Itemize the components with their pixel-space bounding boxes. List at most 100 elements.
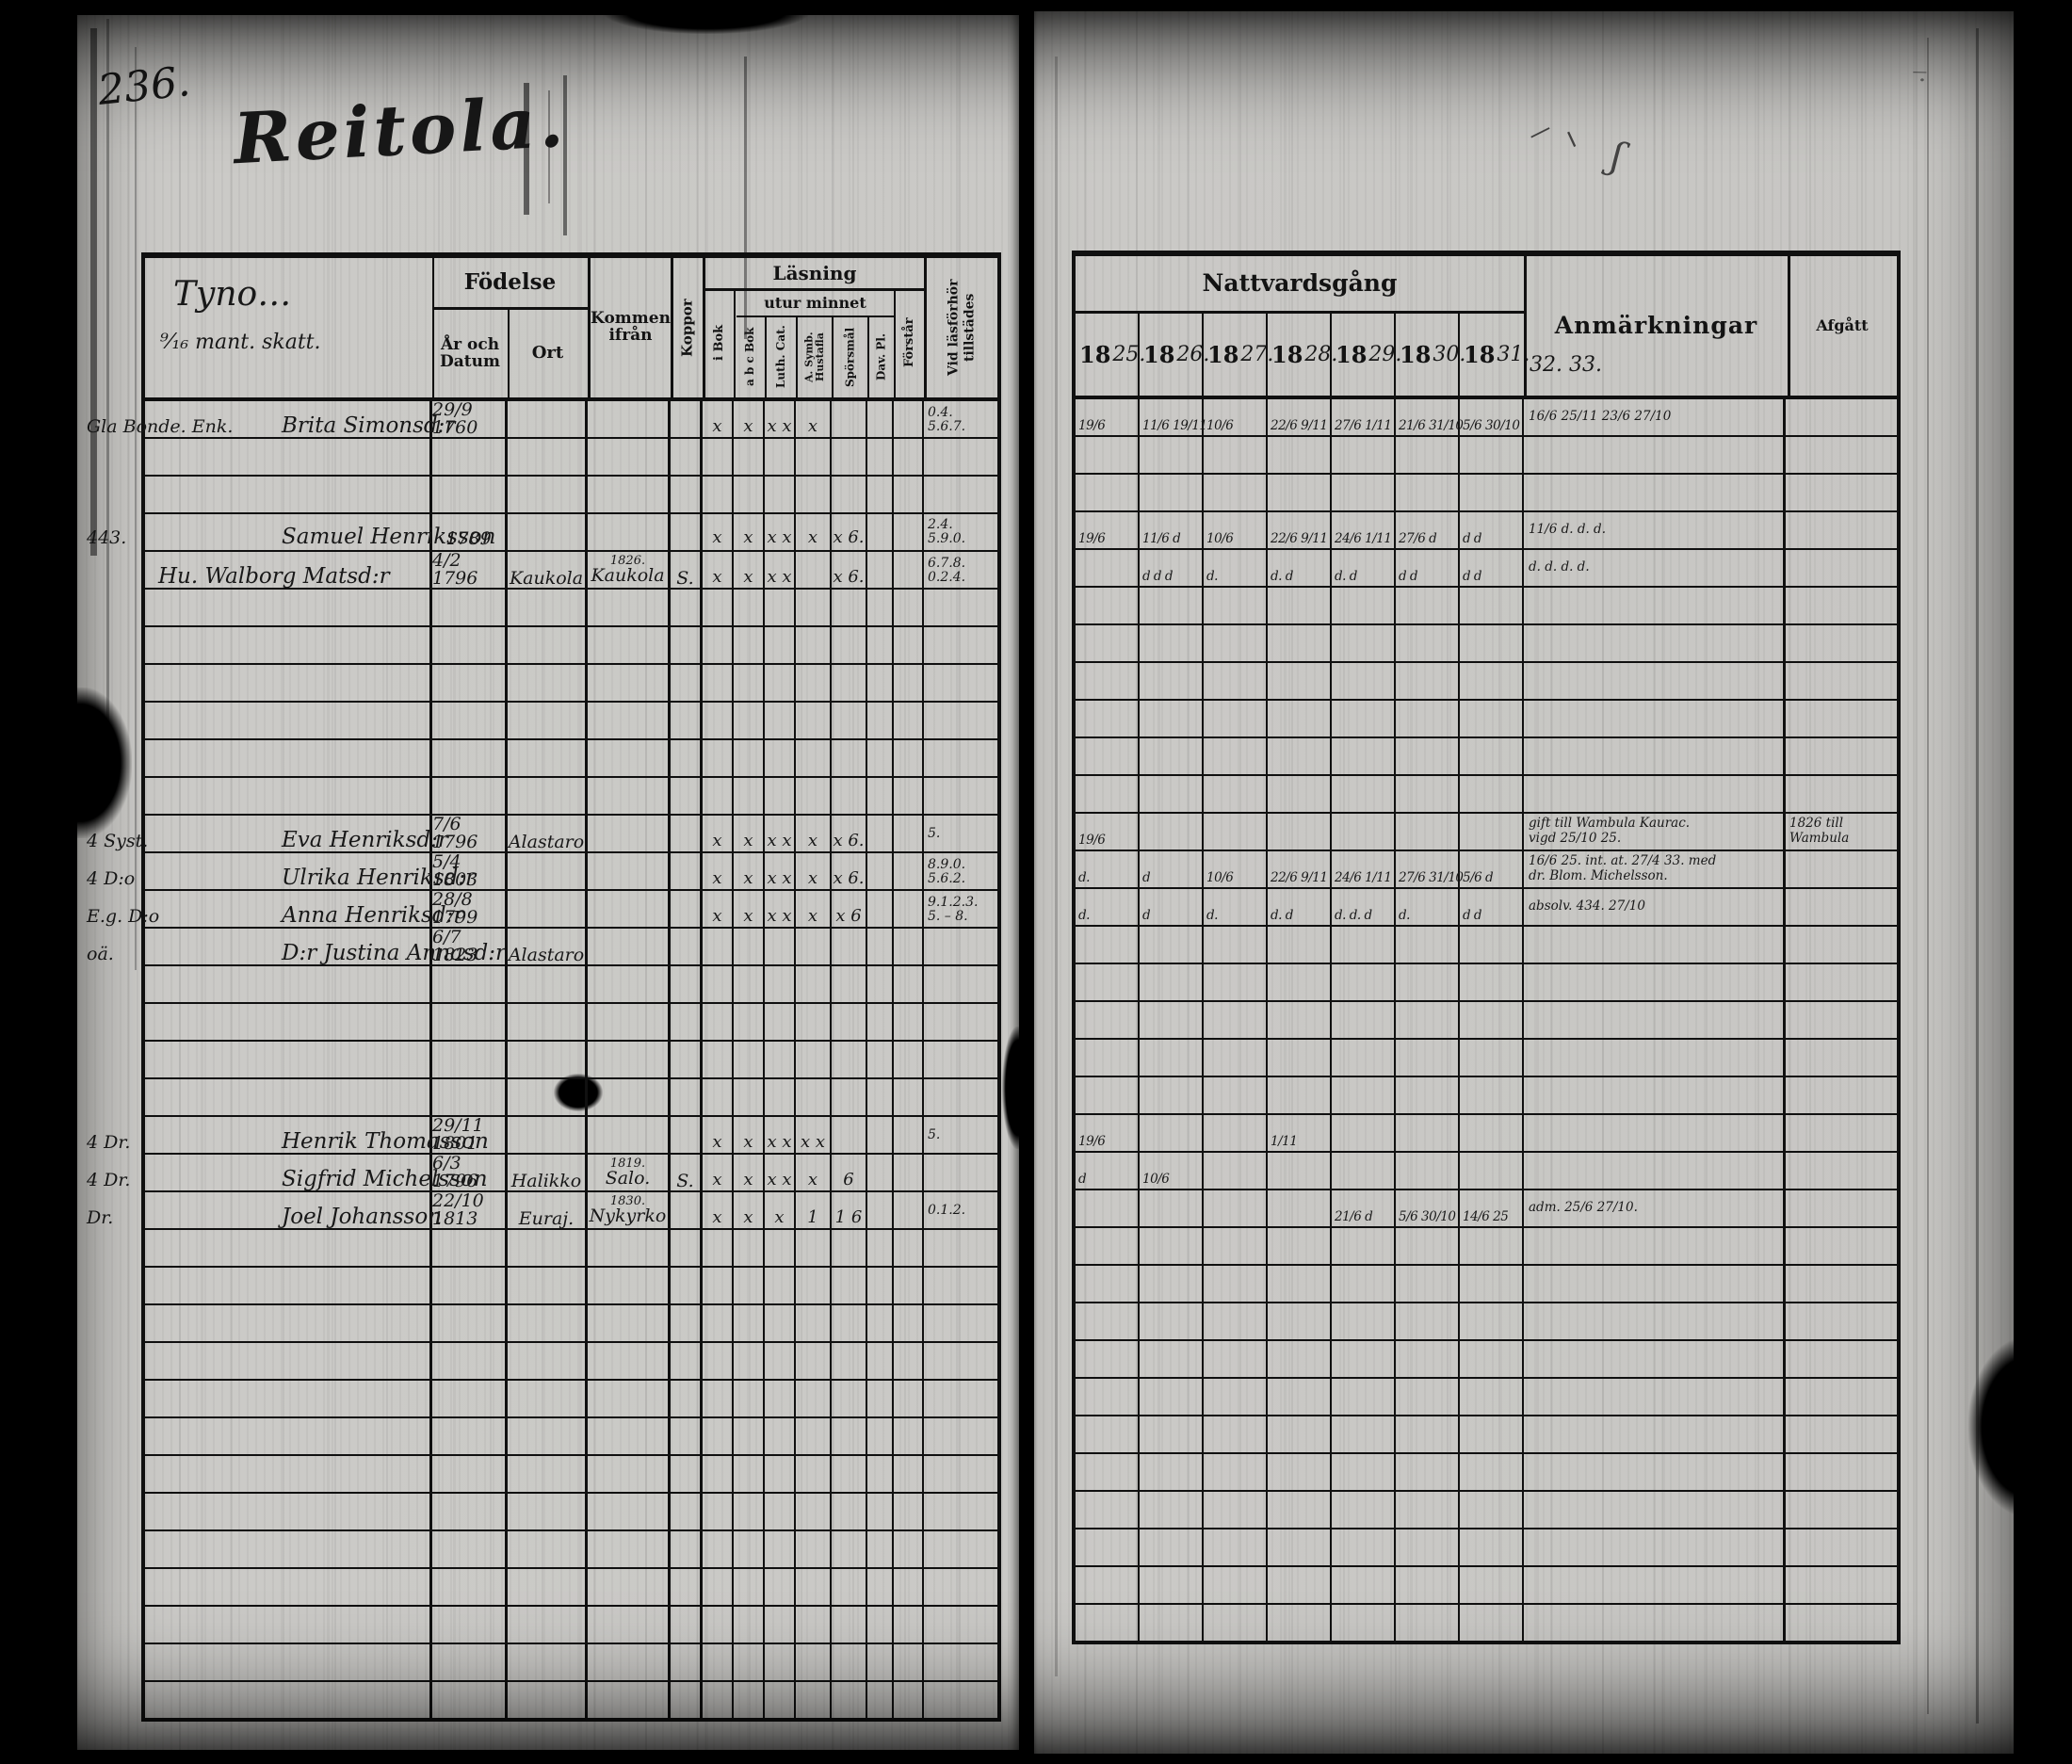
reading-mark-cell xyxy=(867,439,894,475)
reading-mark-cell: x x xyxy=(765,891,796,929)
smallpox-cell xyxy=(671,1042,703,1077)
birth-place-cell xyxy=(508,627,588,663)
left-table-row xyxy=(145,1381,997,1418)
reading-mark-cell xyxy=(765,778,796,814)
communion-date-cell xyxy=(1396,588,1460,623)
col-header-luth-cat: Luth. Cat. xyxy=(774,325,788,389)
communion-date-cell xyxy=(1204,1115,1268,1151)
smallpox-cell xyxy=(671,665,703,701)
reading-mark-cell xyxy=(867,703,894,738)
left-table-row: Dr. Joel Johansson 22/10 1813 Euraj. 1830. Ny… xyxy=(87,1192,997,1230)
right-table-row: d 10/6 xyxy=(1076,1153,1897,1190)
arrived-from-cell xyxy=(588,1569,671,1605)
reading-mark-cell xyxy=(832,1682,867,1718)
cell-text: 16/6 25. int. at. 27/4 33. med xyxy=(1529,853,1717,869)
reading-mark-cell: x xyxy=(734,1117,765,1155)
name-cell xyxy=(145,778,432,814)
communion-date-cell xyxy=(1140,437,1204,473)
reading-mark-cell xyxy=(867,477,894,512)
left-table-row xyxy=(145,740,997,778)
arrived-from-cell xyxy=(588,1004,671,1040)
cell-text: 18 xyxy=(1271,341,1303,368)
attendance-cell: 0.1.2. xyxy=(924,1192,996,1230)
reading-mark-cell xyxy=(894,1155,924,1192)
reading-mark-cell xyxy=(734,1343,765,1379)
birth-place-cell xyxy=(508,1117,588,1155)
name-cell xyxy=(145,627,432,663)
remarks-cell xyxy=(1524,1115,1786,1151)
reading-mark-cell xyxy=(796,590,832,625)
name-cell xyxy=(145,1079,432,1115)
remarks-cell: 11/6 d. d. d. xyxy=(1524,512,1786,548)
cell-text: Hu. Walborg Matsd:r xyxy=(158,564,390,589)
reading-mark-cell xyxy=(832,1381,867,1416)
communion-date-cell xyxy=(1140,1115,1204,1151)
departed-cell xyxy=(1786,625,1893,661)
cell-text: 5.6.2. xyxy=(928,871,966,886)
birth-place-cell xyxy=(508,1418,588,1454)
name-cell xyxy=(145,1381,432,1416)
cell-text xyxy=(145,1302,282,1303)
arrived-from-cell xyxy=(588,816,671,853)
reading-mark-cell xyxy=(832,1230,867,1266)
reading-mark-cell: x x xyxy=(765,816,796,853)
right-table-row xyxy=(1076,1077,1897,1115)
reading-mark-cell xyxy=(765,1531,796,1567)
birth-date-cell xyxy=(432,740,508,776)
reading-mark-cell xyxy=(894,552,924,590)
year-header-cell: 18 27. xyxy=(1204,314,1273,396)
arrived-from-cell xyxy=(588,891,671,929)
reading-mark-cell xyxy=(734,1079,765,1115)
communion-date-cell: 14/6 25 xyxy=(1460,1190,1524,1226)
communion-date-cell xyxy=(1268,1266,1332,1302)
communion-date-cell xyxy=(1332,1379,1396,1415)
communion-date-cell xyxy=(1332,437,1396,473)
attendance-cell xyxy=(924,1607,996,1643)
attendance-cell xyxy=(924,439,996,475)
communion-date-cell xyxy=(1460,1266,1524,1302)
reading-mark-cell xyxy=(765,1418,796,1454)
birth-date-cell xyxy=(432,1343,508,1379)
left-table-row xyxy=(145,1268,997,1305)
cell-text: Anna Henriksd:r xyxy=(282,903,464,928)
reading-mark-cell xyxy=(894,1192,924,1230)
reading-mark-cell: x xyxy=(734,1192,765,1230)
communion-date-cell: 11/6 19/11 xyxy=(1140,399,1207,435)
communion-date-cell xyxy=(1076,550,1140,586)
communion-date-cell xyxy=(1076,588,1140,623)
communion-date-cell xyxy=(1268,1040,1332,1076)
reading-mark-cell xyxy=(894,1494,924,1529)
birth-place-cell xyxy=(508,1305,588,1341)
communion-date-cell: 22/6 9/11 xyxy=(1268,851,1332,887)
communion-date-cell xyxy=(1268,1228,1332,1264)
communion-date-cell: 24/6 1/11 xyxy=(1332,512,1396,548)
reading-mark-cell: x xyxy=(703,1117,734,1155)
reading-mark-cell xyxy=(894,1343,924,1379)
name-cell: 4 Dr. Henrik Thomasson xyxy=(87,1117,489,1155)
reading-mark-cell xyxy=(734,778,765,814)
hand-header-title: Tyno… xyxy=(173,275,292,315)
reading-mark-cell xyxy=(867,1682,894,1718)
reading-mark-cell: x xyxy=(734,514,765,550)
left-table-row xyxy=(145,1494,997,1531)
arrived-from-cell xyxy=(588,740,671,776)
cell-text: 5. xyxy=(928,826,941,842)
departed-cell xyxy=(1786,1077,1893,1113)
left-table-row xyxy=(145,665,997,703)
reading-mark-cell xyxy=(765,1268,796,1303)
smallpox-cell xyxy=(671,514,703,550)
reading-mark-cell: x 6. xyxy=(832,853,867,891)
communion-date-cell xyxy=(1140,701,1204,736)
reading-mark-cell xyxy=(867,816,894,853)
reading-mark-cell xyxy=(765,1343,796,1379)
left-table-row: Gla Bonde. Enk. Brita Simonsd:r 29/9 1760 x… xyxy=(87,401,997,439)
smallpox-cell xyxy=(671,401,703,439)
communion-date-cell xyxy=(1076,1379,1140,1415)
reading-mark-cell xyxy=(765,1004,796,1040)
right-table-row xyxy=(1076,1605,1897,1641)
reading-mark-cell xyxy=(894,1117,924,1155)
reading-mark-cell xyxy=(703,1644,734,1680)
birth-date-cell xyxy=(432,1079,508,1115)
